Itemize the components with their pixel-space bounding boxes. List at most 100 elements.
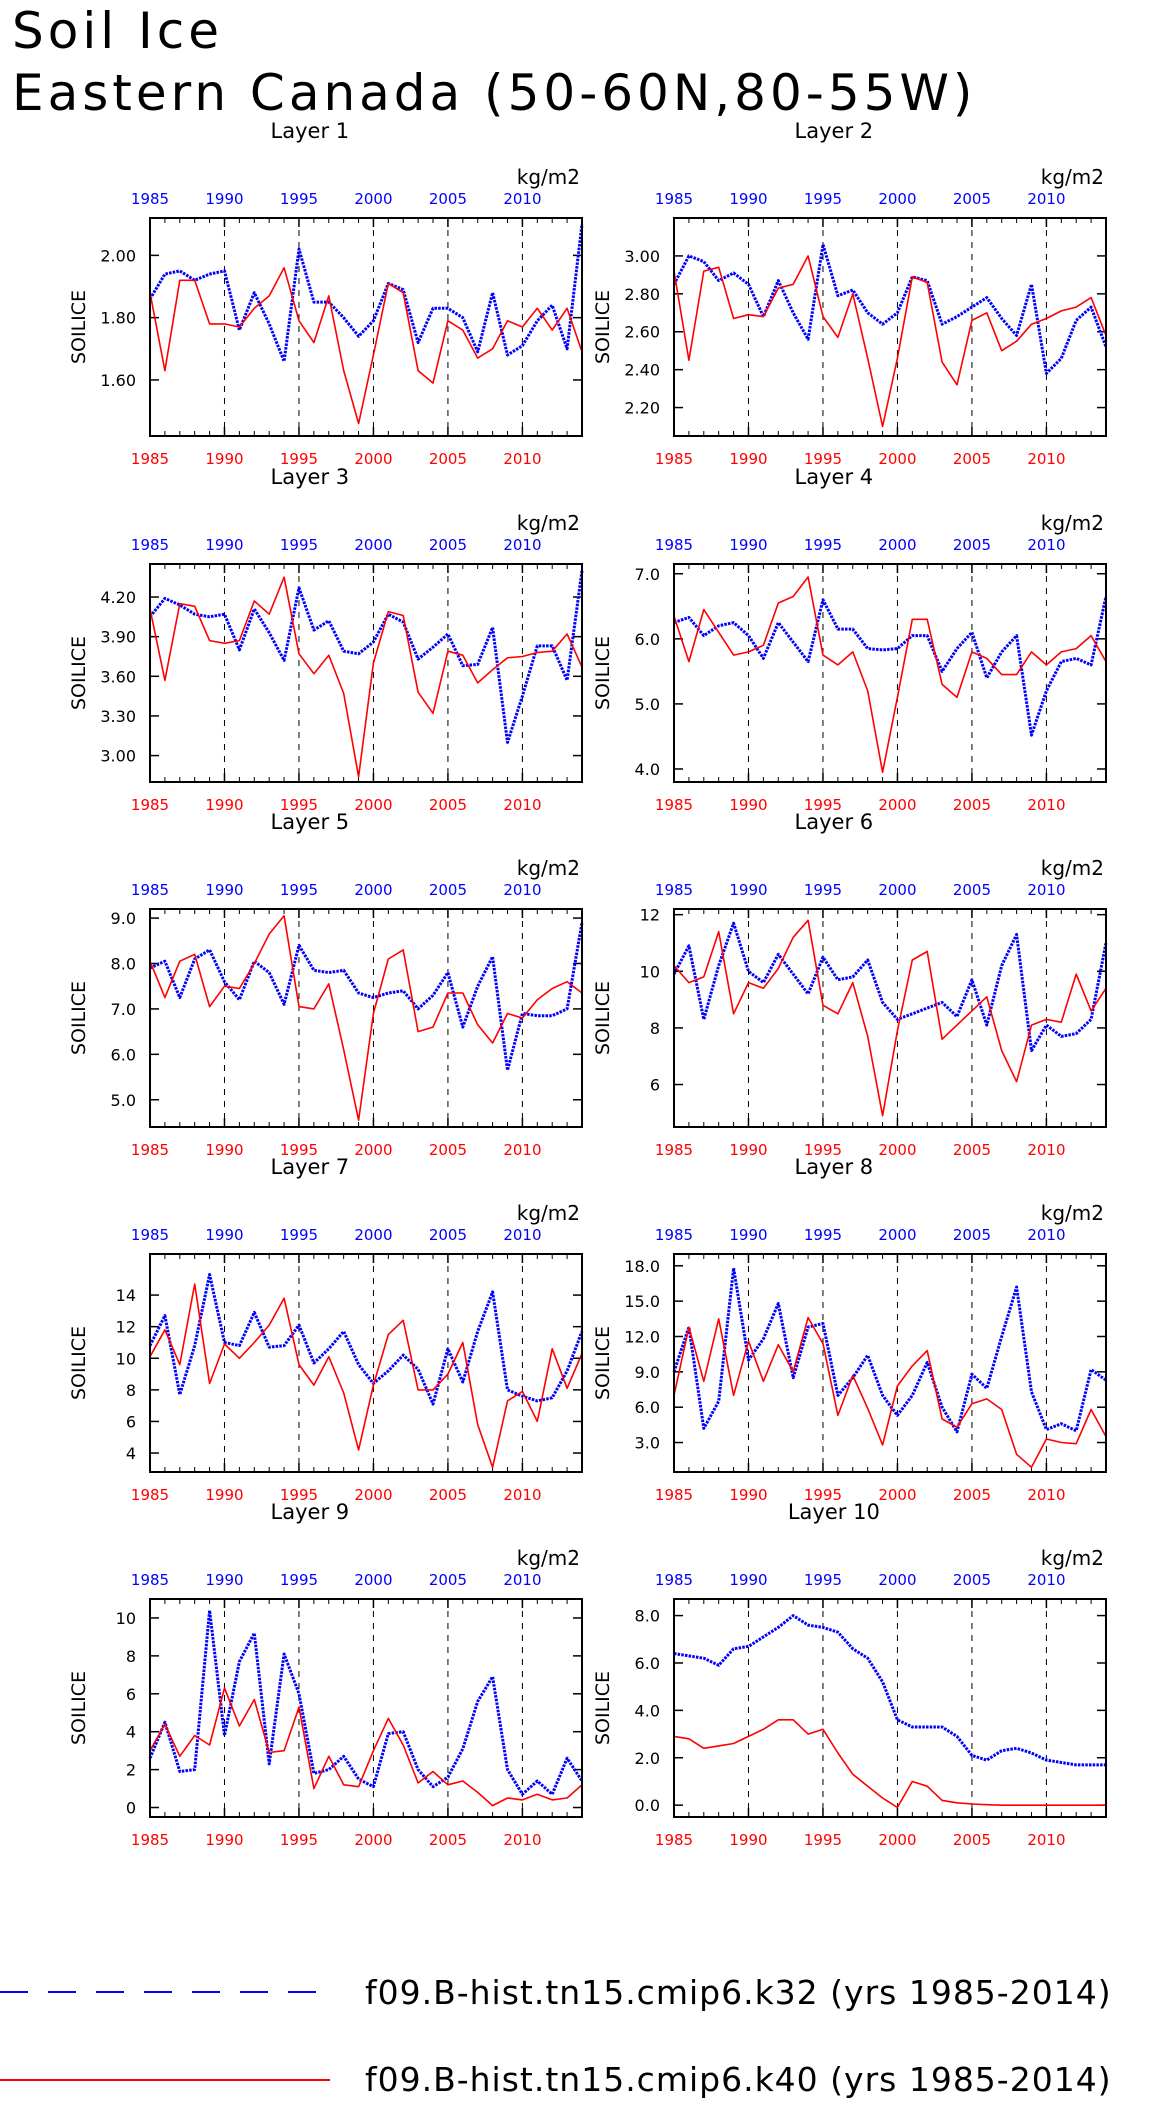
x-tick-label-bottom: 1995 — [280, 1831, 318, 1849]
x-tick-label-bottom: 1985 — [655, 1831, 693, 1849]
unit-label: kg/m2 — [1041, 511, 1104, 535]
x-tick-label-bottom: 1990 — [205, 450, 243, 468]
x-tick-label-bottom: 2000 — [878, 1831, 916, 1849]
x-tick-label-top: 1985 — [131, 881, 169, 899]
panel-4: Layer 4 kg/m2 SOILICE 1985 1985 1990 1990 1995 1… — [592, 465, 1108, 814]
x-tick-label-bottom: 1990 — [205, 1486, 243, 1504]
x-tick-label-bottom: 1990 — [205, 796, 243, 814]
y-tick-label: 6.0 — [635, 1398, 660, 1417]
x-tick-label-top: 2000 — [878, 190, 916, 208]
x-tick-label-bottom: 1995 — [280, 796, 318, 814]
x-tick-label-top: 1985 — [131, 536, 169, 554]
x-tick-label-top: 1995 — [804, 1571, 842, 1589]
x-tick-label-top: 2000 — [354, 1226, 392, 1244]
y-axis-label: SOILICE — [592, 981, 614, 1055]
unit-label: kg/m2 — [517, 1546, 580, 1570]
x-tick-label-bottom: 2010 — [1027, 796, 1065, 814]
series-k40 — [673, 919, 1107, 1117]
x-tick-label-top: 1995 — [280, 1571, 318, 1589]
y-tick-label: 4.20 — [100, 588, 136, 607]
x-tick-label-bottom: 1990 — [729, 1831, 767, 1849]
y-tick-label: 6.0 — [111, 1045, 136, 1064]
x-tick-label-bottom: 1985 — [655, 796, 693, 814]
y-tick-label: 8 — [126, 1381, 136, 1400]
y-tick-label: 2.80 — [624, 285, 660, 304]
y-tick-label: 12 — [640, 906, 660, 925]
x-tick-label-bottom: 1995 — [804, 796, 842, 814]
y-tick-label: 1.80 — [100, 309, 136, 328]
x-tick-label-top: 1995 — [804, 190, 842, 208]
x-tick-label-top: 2000 — [878, 1226, 916, 1244]
x-tick-label-bottom: 2000 — [354, 1486, 392, 1504]
x-tick-label-top: 2010 — [1027, 190, 1065, 208]
x-tick-label-top: 2000 — [354, 536, 392, 554]
plot-frame — [149, 563, 583, 783]
unit-label: kg/m2 — [1041, 165, 1104, 189]
panel-title: Layer 10 — [788, 1500, 880, 1524]
y-tick-label: 2.0 — [635, 1749, 660, 1768]
panel-10: Layer 10 kg/m2 SOILICE 1985 1985 1990 1990 1995… — [592, 1500, 1107, 1849]
plot-frame — [673, 563, 1107, 783]
series-k40 — [149, 576, 583, 778]
panel-1: Layer 1 kg/m2 SOILICE 1985 1985 1990 1990 1995 1… — [68, 119, 584, 468]
unit-label: kg/m2 — [517, 856, 580, 880]
legend-line-k32 — [0, 1991, 330, 1993]
x-tick-label-top: 2010 — [1027, 1571, 1065, 1589]
x-tick-label-bottom: 1985 — [131, 1141, 169, 1159]
x-tick-label-top: 2000 — [878, 536, 916, 554]
series-k40 — [149, 1283, 583, 1469]
unit-label: kg/m2 — [517, 1201, 580, 1225]
plot-frame — [673, 908, 1107, 1128]
y-tick-label: 12 — [116, 1318, 136, 1337]
x-tick-label-top: 2010 — [503, 881, 541, 899]
x-tick-label-top: 2000 — [354, 881, 392, 899]
legend-label-k40: f09.B-hist.tn15.cmip6.k40 (yrs 1985-2014… — [365, 2060, 1112, 2099]
y-tick-label: 2.20 — [624, 399, 660, 418]
x-tick-label-bottom: 1990 — [729, 796, 767, 814]
y-tick-label: 5.0 — [111, 1091, 136, 1110]
x-tick-label-bottom: 2000 — [354, 796, 392, 814]
series-k32 — [672, 243, 1108, 375]
unit-label: kg/m2 — [1041, 1546, 1104, 1570]
panel-2: Layer 2 kg/m2 SOILICE 1985 1985 1990 1990 1995 1… — [592, 119, 1108, 468]
unit-label: kg/m2 — [517, 165, 580, 189]
x-tick-label-top: 2005 — [429, 190, 467, 208]
y-tick-label: 8 — [126, 1647, 136, 1666]
x-tick-label-top: 2005 — [953, 881, 991, 899]
x-tick-label-bottom: 2010 — [1027, 1486, 1065, 1504]
panel-title: Layer 6 — [795, 810, 874, 834]
x-tick-label-bottom: 1995 — [804, 1486, 842, 1504]
x-tick-label-bottom: 2010 — [1027, 1141, 1065, 1159]
x-tick-label-top: 1990 — [205, 881, 243, 899]
series-k32 — [673, 596, 1108, 737]
y-tick-label: 6 — [126, 1685, 136, 1704]
series-k32 — [672, 921, 1108, 1053]
x-tick-label-bottom: 1985 — [655, 450, 693, 468]
x-tick-label-top: 1995 — [804, 881, 842, 899]
y-tick-label: 6 — [650, 1076, 660, 1095]
y-tick-label: 3.60 — [100, 667, 136, 686]
panel-title: Layer 5 — [271, 810, 350, 834]
series-k32 — [149, 922, 584, 1072]
y-axis-label: SOILICE — [68, 636, 90, 710]
plot-frame — [673, 1598, 1107, 1818]
x-tick-label-top: 1995 — [280, 1226, 318, 1244]
x-tick-label-top: 2010 — [1027, 1226, 1065, 1244]
y-tick-label: 15.0 — [624, 1292, 660, 1311]
x-tick-label-top: 2010 — [503, 536, 541, 554]
series-k32 — [148, 1273, 584, 1406]
x-tick-label-bottom: 2005 — [953, 1486, 991, 1504]
y-tick-label: 7.0 — [111, 1000, 136, 1019]
x-tick-label-bottom: 1990 — [729, 450, 767, 468]
chart-title: Soil Ice — [12, 2, 224, 60]
panel-6: Layer 6 kg/m2 SOILICE 1985 1985 1990 1990 1995 1… — [592, 810, 1108, 1159]
series-k32 — [148, 570, 584, 744]
x-tick-label-top: 1985 — [131, 1226, 169, 1244]
x-tick-label-top: 2005 — [953, 1226, 991, 1244]
y-tick-label: 4 — [126, 1723, 136, 1742]
x-tick-label-bottom: 2005 — [429, 1486, 467, 1504]
y-axis-label: SOILICE — [592, 1326, 614, 1400]
y-tick-label: 6.0 — [635, 630, 660, 649]
x-tick-label-bottom: 2000 — [354, 1831, 392, 1849]
x-tick-label-bottom: 2000 — [354, 450, 392, 468]
